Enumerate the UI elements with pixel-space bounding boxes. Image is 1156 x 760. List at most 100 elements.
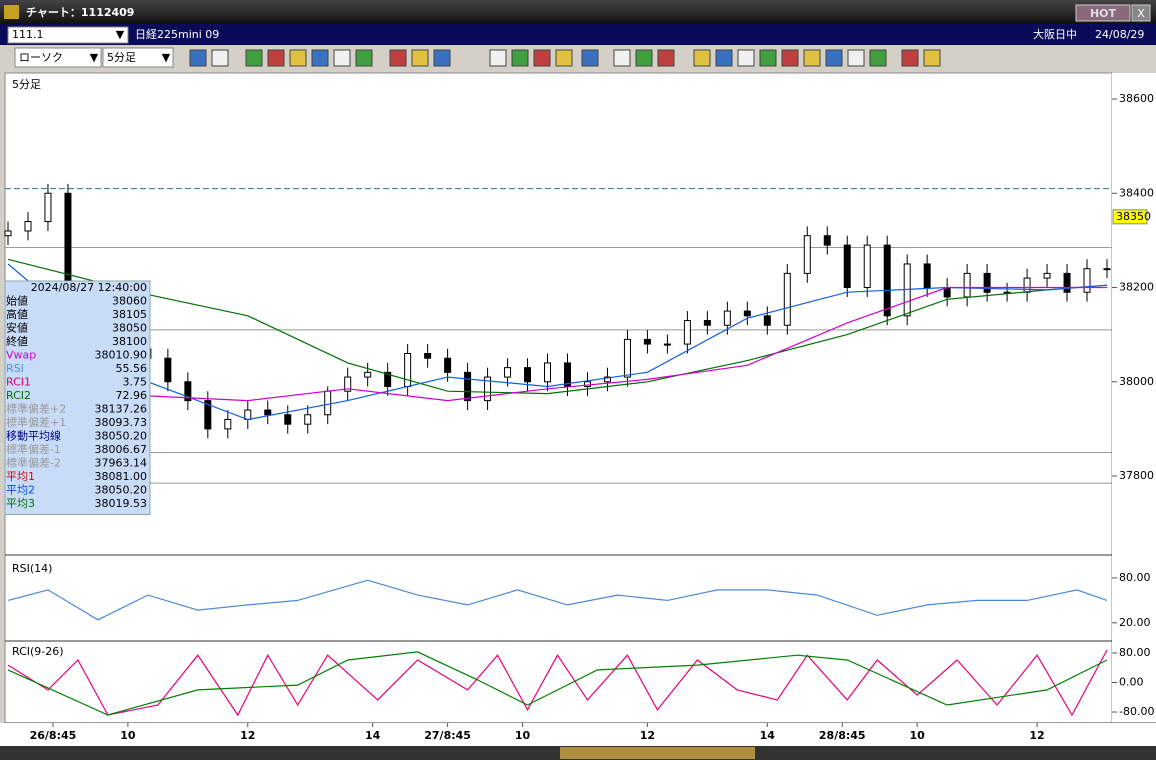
info-value: 38050.20 [95, 430, 148, 443]
scroll-thumb[interactable] [560, 747, 755, 759]
window-title: チャート：1112409 [26, 6, 134, 19]
info-value: 72.96 [116, 389, 148, 402]
date: 24/08/29 [1095, 28, 1144, 41]
title-bar [0, 0, 1156, 24]
toolbar-icon[interactable] [613, 49, 631, 67]
candle-body [384, 371, 392, 387]
candle-body [603, 376, 611, 383]
hot-label: HOT [1090, 7, 1117, 20]
candle-body [324, 390, 332, 416]
candle-body [703, 320, 711, 326]
toolbar-icon[interactable] [311, 49, 329, 67]
candle-body [44, 192, 52, 223]
toolbar-icons [189, 49, 941, 67]
close-button[interactable] [1131, 4, 1151, 22]
current-price: 38350 [1116, 210, 1151, 223]
candle-body [1103, 268, 1111, 271]
info-label: 平均3 [6, 497, 35, 510]
candle-body [424, 352, 432, 359]
info-label: 標準偏差+1 [6, 415, 66, 429]
candle-body [504, 367, 512, 378]
candle-body [24, 221, 32, 232]
info-label: 標準偏差+2 [6, 402, 66, 416]
toolbar-icon[interactable] [433, 49, 451, 67]
info-box-bg [4, 280, 151, 515]
toolbar-icon[interactable] [189, 49, 207, 67]
symbol-select[interactable] [7, 26, 129, 44]
toolbar-icon[interactable] [923, 49, 941, 67]
candle-body [823, 235, 831, 246]
dropdown-arrow: ▼ [162, 51, 171, 64]
toolbar-icon[interactable] [555, 49, 573, 67]
toolbar-icon[interactable] [389, 49, 407, 67]
candle-body [783, 272, 791, 326]
info-value: 38093.73 [95, 416, 148, 429]
toolbar-icon[interactable] [211, 49, 229, 67]
toolbar-icon[interactable] [847, 49, 865, 67]
info-value: 38137.26 [95, 403, 148, 416]
toolbar-icon[interactable] [901, 49, 919, 67]
info-label: Vwap [6, 349, 36, 362]
x-tick-label: 14 [365, 729, 381, 742]
toolbar-icon[interactable] [715, 49, 733, 67]
candle-body [743, 310, 751, 317]
toolbar-icon[interactable] [289, 49, 307, 67]
toolbar-icon[interactable] [489, 49, 507, 67]
candle-body [264, 409, 272, 416]
x-tick-label: 27/8:45 [424, 729, 471, 742]
chart-type-select[interactable] [14, 47, 102, 68]
candle-body [923, 263, 931, 289]
candle-body [1083, 268, 1091, 293]
toolbar-icon[interactable] [267, 49, 285, 67]
toolbar-icon[interactable] [737, 49, 755, 67]
candle-body [983, 272, 991, 293]
info-label: RCI2 [6, 389, 31, 402]
toolbar-icon[interactable] [245, 49, 263, 67]
candle-body [184, 381, 192, 402]
candle-body [1023, 277, 1031, 293]
toolbar-icon[interactable] [781, 49, 799, 67]
candle-body [1063, 272, 1071, 293]
toolbar-icon[interactable] [803, 49, 821, 67]
info-value: 38100 [112, 335, 147, 348]
toolbar-icon[interactable] [693, 49, 711, 67]
toolbar-icon[interactable] [581, 49, 599, 67]
time-axis [0, 723, 1156, 746]
hot-button[interactable] [1075, 4, 1131, 22]
symbol-bar [0, 24, 1156, 45]
info-value: 38060 [112, 295, 147, 308]
info-value: 38019.53 [95, 497, 148, 510]
toolbar-icon[interactable] [825, 49, 843, 67]
toolbar-icon[interactable] [759, 49, 777, 67]
x-tick-label: 12 [640, 729, 655, 742]
main-panel-title: 5分足 [12, 78, 41, 91]
info-header: 2024/08/27 12:40:00 [31, 281, 147, 294]
interval-select[interactable] [102, 47, 174, 68]
info-label: 標準偏差-1 [6, 442, 61, 456]
series-line [7, 258, 1108, 395]
candle-body [963, 272, 971, 298]
y-tick-label: -80.00 [1119, 705, 1154, 718]
toolbar-icon[interactable] [657, 49, 675, 67]
toolbar-icon[interactable] [533, 49, 551, 67]
price-axis [1112, 73, 1156, 723]
toolbar-icon[interactable] [869, 49, 887, 67]
candle-body [583, 381, 591, 387]
x-tick-label: 26/8:45 [30, 729, 77, 742]
toolbar-icon[interactable] [355, 49, 373, 67]
info-label: RCI1 [6, 376, 31, 389]
toolbar-icon[interactable] [333, 49, 351, 67]
toolbar-icon[interactable] [411, 49, 429, 67]
y-tick-label: 80.00 [1119, 571, 1151, 584]
app-icon [4, 5, 19, 19]
candle-body [544, 362, 552, 383]
toolbar-icon[interactable] [511, 49, 529, 67]
candle-body [464, 371, 472, 402]
y-tick-label: 38400 [1119, 186, 1154, 199]
candle-body [244, 409, 252, 420]
info-value: 38050 [112, 322, 147, 335]
toolbar-icon[interactable] [635, 49, 653, 67]
symbol: 111.1 [12, 28, 44, 41]
